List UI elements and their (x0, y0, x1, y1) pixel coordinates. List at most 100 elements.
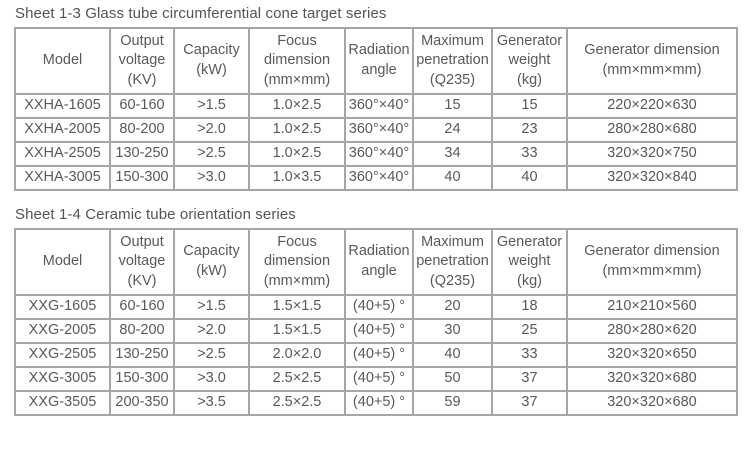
column-header: Model (14, 27, 111, 95)
column-header: Generator weight (kg) (491, 228, 568, 296)
table-cell: 40 (491, 165, 568, 191)
table-cell: 1.0×2.5 (248, 141, 346, 167)
table-cell: 60-160 (109, 93, 175, 119)
table-cell: 60-160 (109, 294, 175, 320)
table-cell: >2.0 (173, 318, 250, 344)
table-row: XXG-3505 200-350 >3.5 2.5×2.5 (40+5) ° 59 37 32… (14, 390, 738, 416)
table-cell: 80-200 (109, 318, 175, 344)
table-cell: (40+5) ° (344, 366, 414, 392)
table-cell: 2.5×2.5 (248, 390, 346, 416)
column-header: Radiation angle (344, 27, 414, 95)
table-row: XXHA-1605 60-160 >1.5 1.0×2.5 360°×40° 15 15 22… (14, 93, 738, 119)
table-cell: >3.5 (173, 390, 250, 416)
table-cell: 23 (491, 117, 568, 143)
table-cell: 280×280×680 (566, 117, 738, 143)
table-cell: >3.0 (173, 165, 250, 191)
column-header: Maximum penetration (Q235) (412, 27, 493, 95)
table-cell: >2.5 (173, 141, 250, 167)
sheet-1-4-title: Sheet 1-4 Ceramic tube orientation serie… (15, 206, 296, 223)
table-cell: 30 (412, 318, 493, 344)
table-cell: 1.0×2.5 (248, 117, 346, 143)
page: Sheet 1-3 Glass tube circumferential con… (14, 5, 738, 416)
table-cell: (40+5) ° (344, 294, 414, 320)
table-cell: 25 (491, 318, 568, 344)
header-row: Model Output voltage (KV) Capacity (kW) Foc… (14, 27, 738, 95)
glass-tube-series-table: Model Output voltage (KV) Capacity (kW) Foc… (14, 27, 738, 191)
table-cell: 1.5×1.5 (248, 318, 346, 344)
table-cell: 40 (412, 165, 493, 191)
table-body: XXHA-1605 60-160 >1.5 1.0×2.5 360°×40° 15 15 22… (14, 93, 738, 191)
table-cell: XXHA-2505 (14, 141, 111, 167)
column-header: Focus dimension (mm×mm) (248, 27, 346, 95)
table-cell: 320×320×680 (566, 390, 738, 416)
table-cell: >2.5 (173, 342, 250, 368)
table-cell: >1.5 (173, 93, 250, 119)
table-header: Model Output voltage (KV) Capacity (kW) Foc… (14, 228, 738, 296)
table-cell: 1.0×2.5 (248, 93, 346, 119)
table-cell: 33 (491, 342, 568, 368)
table-cell: 280×280×620 (566, 318, 738, 344)
table-cell: 37 (491, 390, 568, 416)
table-row: XXHA-2005 80-200 >2.0 1.0×2.5 360°×40° 24 23 28… (14, 117, 738, 143)
table-cell: XXG-3505 (14, 390, 111, 416)
table-cell: 40 (412, 342, 493, 368)
table-cell: 34 (412, 141, 493, 167)
table-cell: 18 (491, 294, 568, 320)
table-cell: 320×320×680 (566, 366, 738, 392)
table-cell: 50 (412, 366, 493, 392)
table-cell: 2.5×2.5 (248, 366, 346, 392)
table-cell: 37 (491, 366, 568, 392)
table-row: XXG-1605 60-160 >1.5 1.5×1.5 (40+5) ° 20 18 210… (14, 294, 738, 320)
column-header: Capacity (kW) (173, 228, 250, 296)
table-cell: (40+5) ° (344, 390, 414, 416)
table-cell: 360°×40° (344, 165, 414, 191)
column-header: Radiation angle (344, 228, 414, 296)
header-row: Model Output voltage (KV) Capacity (kW) Foc… (14, 228, 738, 296)
table-cell: XXG-2505 (14, 342, 111, 368)
table-cell: 15 (491, 93, 568, 119)
table-cell: 15 (412, 93, 493, 119)
table-cell: >3.0 (173, 366, 250, 392)
column-header: Generator weight (kg) (491, 27, 568, 95)
column-header: Output voltage (KV) (109, 228, 175, 296)
table-cell: 360°×40° (344, 117, 414, 143)
table-cell: 20 (412, 294, 493, 320)
table-cell: 200-350 (109, 390, 175, 416)
table-cell: 220×220×630 (566, 93, 738, 119)
table-cell: (40+5) ° (344, 318, 414, 344)
table-cell: XXHA-3005 (14, 165, 111, 191)
table-cell: XXG-2005 (14, 318, 111, 344)
table-cell: XXHA-2005 (14, 117, 111, 143)
table-cell: XXHA-1605 (14, 93, 111, 119)
table-cell: XXG-1605 (14, 294, 111, 320)
table-cell: 2.0×2.0 (248, 342, 346, 368)
column-header: Focus dimension (mm×mm) (248, 228, 346, 296)
column-header: Output voltage (KV) (109, 27, 175, 95)
table-cell: 320×320×840 (566, 165, 738, 191)
table-row: XXG-3005 150-300 >3.0 2.5×2.5 (40+5) ° 50 37 32… (14, 366, 738, 392)
column-header: Capacity (kW) (173, 27, 250, 95)
table-cell: 210×210×560 (566, 294, 738, 320)
column-header: Maximum penetration (Q235) (412, 228, 493, 296)
table-cell: 130-250 (109, 141, 175, 167)
column-header: Generator dimension (mm×mm×mm) (566, 228, 738, 296)
table-body: XXG-1605 60-160 >1.5 1.5×1.5 (40+5) ° 20 18 210… (14, 294, 738, 416)
table-cell: 360°×40° (344, 93, 414, 119)
table-cell: 360°×40° (344, 141, 414, 167)
table-cell: 1.0×3.5 (248, 165, 346, 191)
table-cell: 80-200 (109, 117, 175, 143)
table-cell: >2.0 (173, 117, 250, 143)
column-header: Generator dimension (mm×mm×mm) (566, 27, 738, 95)
table-cell: 24 (412, 117, 493, 143)
table-row: XXG-2005 80-200 >2.0 1.5×1.5 (40+5) ° 30 25 280… (14, 318, 738, 344)
table-cell: 150-300 (109, 165, 175, 191)
table-header: Model Output voltage (KV) Capacity (kW) Foc… (14, 27, 738, 95)
table-cell: 59 (412, 390, 493, 416)
table-cell: 130-250 (109, 342, 175, 368)
column-header: Model (14, 228, 111, 296)
table-cell: 150-300 (109, 366, 175, 392)
table-cell: 33 (491, 141, 568, 167)
table-row: XXG-2505 130-250 >2.5 2.0×2.0 (40+5) ° 40 33 32… (14, 342, 738, 368)
table-row: XXHA-3005 150-300 >3.0 1.0×3.5 360°×40° 40 40 3… (14, 165, 738, 191)
sheet-1-3-title: Sheet 1-3 Glass tube circumferential con… (15, 5, 387, 22)
